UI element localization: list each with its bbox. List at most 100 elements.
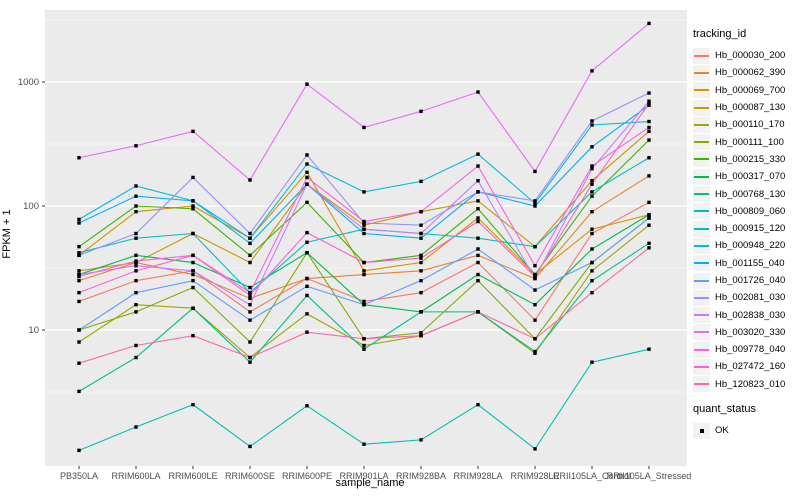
line-swatch-icon	[694, 296, 709, 299]
legend-key-line	[693, 289, 710, 306]
data-point	[647, 216, 651, 220]
data-point	[248, 178, 252, 182]
point-icon	[699, 428, 704, 433]
legend-item: Hb_000110_170	[693, 116, 799, 133]
data-point	[248, 260, 252, 265]
legend-key-line	[693, 255, 710, 272]
data-point	[590, 123, 594, 127]
data-point	[305, 82, 309, 86]
data-point	[590, 164, 594, 168]
line-swatch-icon	[694, 141, 709, 144]
data-point	[362, 272, 366, 277]
legend-label: Hb_000030_200	[715, 50, 786, 62]
data-point	[305, 153, 309, 157]
data-point	[362, 223, 366, 227]
data-point	[134, 231, 138, 236]
line-swatch-icon	[694, 383, 709, 386]
line-swatch-icon	[694, 54, 709, 57]
legend-item: Hb_000809_060	[693, 203, 799, 220]
legend-key-line	[693, 272, 710, 289]
legend-key-line	[693, 116, 710, 133]
legend-label: Hb_000317_070	[715, 171, 786, 183]
data-point	[77, 299, 81, 304]
legend-item: Hb_003020_330	[693, 324, 799, 341]
data-point	[647, 156, 651, 160]
data-point	[134, 269, 138, 273]
data-point	[77, 269, 81, 273]
data-point	[476, 199, 480, 203]
data-point	[647, 101, 651, 106]
data-point	[77, 221, 81, 225]
data-point	[77, 340, 81, 344]
data-point	[134, 264, 138, 268]
x-tick-label: RRIM928BA	[396, 471, 446, 481]
data-point	[134, 278, 138, 283]
data-point	[305, 330, 309, 334]
data-point	[533, 276, 537, 281]
x-axis-title: sample_name	[335, 477, 405, 489]
legend-label: Hb_000110_170	[715, 119, 785, 131]
data-point	[362, 231, 366, 236]
legend-label: Hb_001726_040	[715, 275, 786, 286]
data-point	[362, 343, 366, 348]
legend-key-line	[693, 237, 710, 254]
data-point	[647, 241, 651, 246]
data-point	[590, 166, 594, 171]
legend-label: Hb_000215_330	[715, 153, 786, 165]
data-point	[362, 347, 366, 351]
data-point	[77, 156, 81, 160]
data-point	[476, 402, 480, 407]
data-point	[248, 253, 252, 258]
data-point	[134, 253, 138, 258]
legend-key-line	[693, 376, 710, 393]
legend-key-line	[693, 307, 710, 324]
legend-item: Hb_000111_100	[693, 133, 799, 151]
data-point	[77, 244, 81, 249]
data-point	[590, 227, 594, 231]
data-point	[476, 164, 480, 168]
legend-key-line	[693, 186, 710, 203]
legend-label: Hb_000087_130	[715, 102, 786, 114]
data-point	[191, 260, 195, 265]
data-point	[590, 247, 594, 251]
data-point	[533, 337, 537, 341]
data-point	[533, 274, 537, 279]
line-swatch-icon	[694, 365, 709, 368]
y-tick-label: 1000	[18, 77, 39, 88]
data-point	[647, 129, 651, 134]
data-point	[476, 90, 480, 94]
data-point	[191, 207, 195, 211]
data-point	[191, 402, 195, 407]
data-point	[590, 360, 594, 364]
legend-label: Hb_001155_040	[715, 257, 785, 269]
data-point	[305, 404, 309, 408]
data-point	[77, 448, 81, 453]
legend-key-line	[693, 64, 710, 81]
legend-item: Hb_000915_120	[693, 220, 799, 237]
data-point	[134, 259, 138, 263]
data-point	[419, 109, 423, 114]
x-tick-label: RRIM901LA	[339, 471, 388, 481]
data-point	[533, 272, 537, 277]
data-point	[533, 264, 537, 268]
x-tick-label: RRII105LA_Control	[553, 471, 631, 481]
data-point	[305, 230, 309, 235]
data-point	[419, 269, 423, 273]
x-tick-label: RRIM600LE	[168, 471, 217, 481]
data-point	[590, 260, 594, 265]
data-point	[419, 253, 423, 258]
legend-label: Hb_120823_010	[715, 378, 786, 390]
data-point	[362, 260, 366, 265]
data-point	[134, 236, 138, 240]
data-point	[476, 236, 480, 240]
data-point	[362, 269, 366, 273]
y-tick-label: 100	[23, 201, 39, 212]
legend-key-line	[693, 203, 710, 220]
line-swatch-icon	[694, 244, 709, 247]
data-point	[305, 200, 309, 205]
data-point	[77, 274, 81, 279]
data-point	[647, 119, 651, 124]
data-point	[305, 182, 309, 186]
data-point	[191, 306, 195, 310]
